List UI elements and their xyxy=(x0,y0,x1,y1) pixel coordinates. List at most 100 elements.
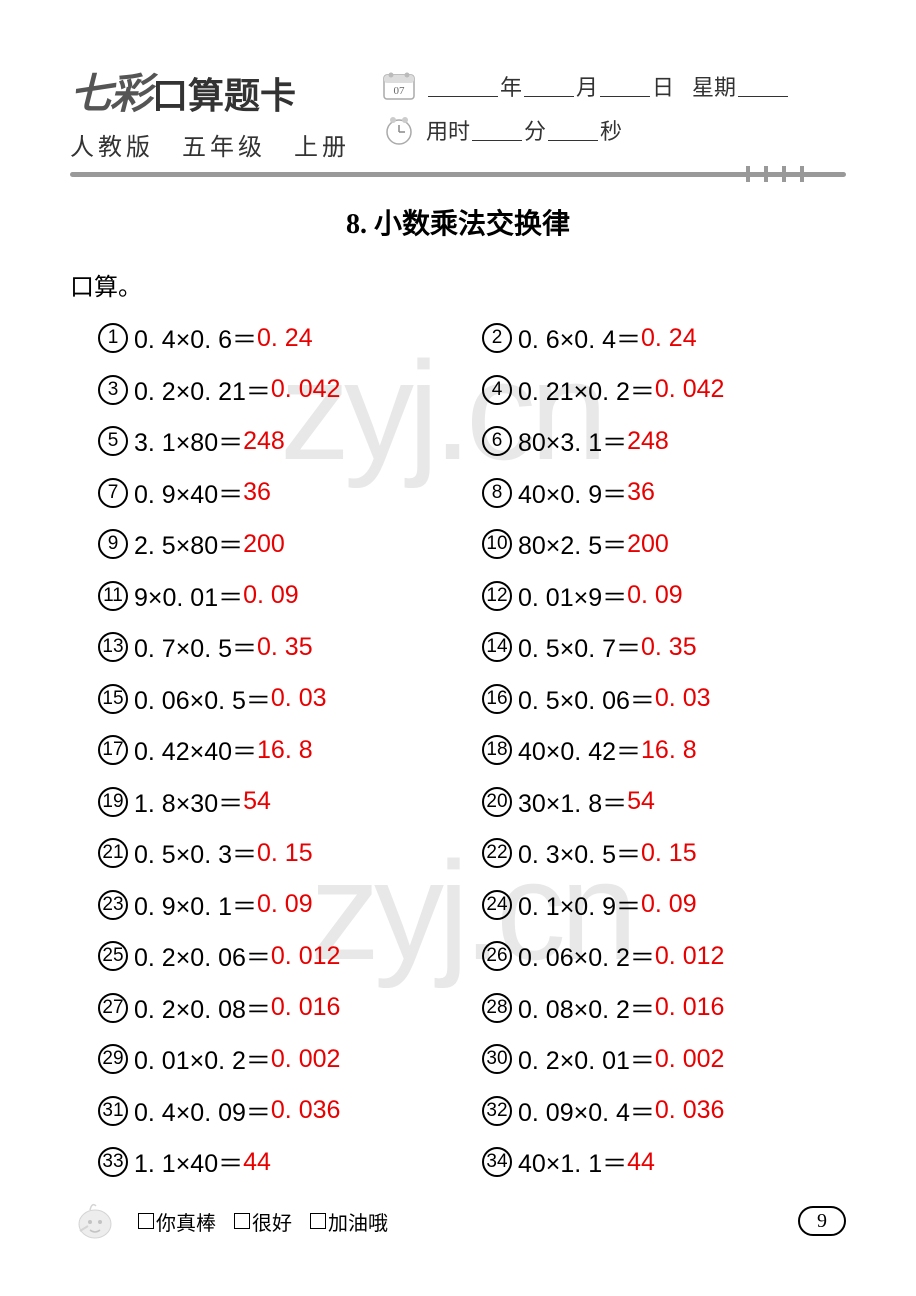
problem-answer: 0. 012 xyxy=(271,942,341,971)
problem-answer: 0. 03 xyxy=(655,684,711,713)
problem-answer: 0. 24 xyxy=(257,324,313,353)
rating-good-label: 很好 xyxy=(252,1207,292,1236)
problem-item: 220. 3×0. 5＝0. 15 xyxy=(482,835,846,871)
problem-answer: 0. 042 xyxy=(271,375,341,404)
problem-expression: 0. 2×0. 06＝ xyxy=(134,938,271,974)
problem-number: 31 xyxy=(98,1096,128,1126)
problem-answer: 54 xyxy=(627,787,655,816)
problem-number: 19 xyxy=(98,787,128,817)
problem-item: 270. 2×0. 08＝0. 016 xyxy=(98,990,462,1026)
section-name: 小数乘法交换律 xyxy=(374,209,570,240)
problem-expression: 0. 5×0. 06＝ xyxy=(518,681,655,717)
problem-answer: 54 xyxy=(243,787,271,816)
problem-number: 13 xyxy=(98,632,128,662)
header-divider xyxy=(70,172,846,177)
problem-answer: 44 xyxy=(243,1148,271,1177)
problem-expression: 1. 8×30＝ xyxy=(134,784,243,820)
problem-answer: 16. 8 xyxy=(641,736,697,765)
min-blank[interactable] xyxy=(472,119,522,141)
rating-great-label: 你真棒 xyxy=(156,1207,216,1236)
problem-number: 11 xyxy=(98,581,128,611)
month-label: 月 xyxy=(576,70,598,102)
header-right: 07 年 月 日 星期 用时 分 xyxy=(350,60,846,158)
problem-expression: 0. 5×0. 3＝ xyxy=(134,835,257,871)
checkbox-icon xyxy=(138,1213,154,1229)
problem-number: 8 xyxy=(482,478,512,508)
problem-answer: 0. 036 xyxy=(655,1096,725,1125)
problem-expression: 0. 42×40＝ xyxy=(134,732,257,768)
problem-expression: 0. 01×0. 2＝ xyxy=(134,1041,271,1077)
day-blank[interactable] xyxy=(600,75,650,97)
problem-item: 160. 5×0. 06＝0. 03 xyxy=(482,681,846,717)
rating-good[interactable]: 很好 xyxy=(234,1207,292,1236)
year-blank[interactable] xyxy=(428,75,498,97)
problem-number: 9 xyxy=(98,529,128,559)
problem-expression: 40×0. 42＝ xyxy=(518,732,641,768)
problem-answer: 36 xyxy=(627,478,655,507)
problem-number: 18 xyxy=(482,735,512,765)
problem-expression: 30×1. 8＝ xyxy=(518,784,627,820)
problem-number: 22 xyxy=(482,838,512,868)
problem-number: 28 xyxy=(482,993,512,1023)
problem-item: 30. 2×0. 21＝0. 042 xyxy=(98,372,462,408)
time-prefix: 用时 xyxy=(426,114,470,146)
problem-answer: 0. 35 xyxy=(257,633,313,662)
title-text: 口算题卡 xyxy=(152,67,296,119)
problem-answer: 0. 09 xyxy=(627,581,683,610)
problem-answer: 248 xyxy=(627,427,669,456)
date-line: 07 年 月 日 星期 xyxy=(380,70,846,102)
problem-expression: 0. 2×0. 01＝ xyxy=(518,1041,655,1077)
problem-answer: 0. 24 xyxy=(641,324,697,353)
problem-expression: 0. 1×0. 9＝ xyxy=(518,887,641,923)
problem-number: 20 xyxy=(482,787,512,817)
problem-expression: 9×0. 01＝ xyxy=(134,578,243,614)
problem-item: 53. 1×80＝248 xyxy=(98,423,462,459)
rating-tryhard[interactable]: 加油哦 xyxy=(310,1207,388,1236)
problem-item: 840×0. 9＝36 xyxy=(482,475,846,511)
section-title: 8. 小数乘法交换律 xyxy=(70,202,846,242)
problem-expression: 0. 06×0. 2＝ xyxy=(518,938,655,974)
rating-great[interactable]: 你真棒 xyxy=(138,1207,216,1236)
problem-number: 4 xyxy=(482,375,512,405)
month-blank[interactable] xyxy=(524,75,574,97)
problem-item: 260. 06×0. 2＝0. 012 xyxy=(482,938,846,974)
problem-answer: 0. 09 xyxy=(243,581,299,610)
problem-expression: 0. 08×0. 2＝ xyxy=(518,990,655,1026)
problem-number: 29 xyxy=(98,1044,128,1074)
problem-item: 1840×0. 42＝16. 8 xyxy=(482,732,846,768)
checkbox-icon xyxy=(310,1213,326,1229)
problem-number: 6 xyxy=(482,426,512,456)
time-line: 用时 分 秒 xyxy=(380,114,846,146)
problem-number: 17 xyxy=(98,735,128,765)
problem-expression: 0. 01×9＝ xyxy=(518,578,627,614)
problem-item: 119×0. 01＝0. 09 xyxy=(98,578,462,614)
clock-icon xyxy=(380,114,418,146)
problem-answer: 0. 15 xyxy=(257,839,313,868)
problem-expression: 0. 2×0. 21＝ xyxy=(134,372,271,408)
sec-blank[interactable] xyxy=(548,119,598,141)
calendar-icon: 07 xyxy=(380,70,418,102)
problem-expression: 40×0. 9＝ xyxy=(518,475,627,511)
problem-number: 16 xyxy=(482,684,512,714)
problem-answer: 200 xyxy=(243,530,285,559)
problem-number: 25 xyxy=(98,941,128,971)
problem-number: 26 xyxy=(482,941,512,971)
problem-number: 27 xyxy=(98,993,128,1023)
problem-item: 1080×2. 5＝200 xyxy=(482,526,846,562)
problem-answer: 0. 036 xyxy=(271,1096,341,1125)
weekday-blank[interactable] xyxy=(738,75,788,97)
problem-expression: 0. 7×0. 5＝ xyxy=(134,629,257,665)
problem-item: 70. 9×40＝36 xyxy=(98,475,462,511)
mascot-icon xyxy=(70,1196,120,1246)
problem-answer: 0. 016 xyxy=(271,993,341,1022)
problem-item: 331. 1×40＝44 xyxy=(98,1144,462,1180)
problem-number: 10 xyxy=(482,529,512,559)
problem-answer: 200 xyxy=(627,530,669,559)
problem-item: 170. 42×40＝16. 8 xyxy=(98,732,462,768)
problem-item: 3440×1. 1＝44 xyxy=(482,1144,846,1180)
problem-number: 1 xyxy=(98,323,128,353)
problem-answer: 0. 09 xyxy=(257,890,313,919)
header-left: 七彩 口算题卡 人教版 五年级 上册 xyxy=(70,60,350,162)
problems-grid: 10. 4×0. 6＝0. 2420. 6×0. 4＝0. 2430. 2×0.… xyxy=(70,320,846,1180)
problem-expression: 1. 1×40＝ xyxy=(134,1144,243,1180)
